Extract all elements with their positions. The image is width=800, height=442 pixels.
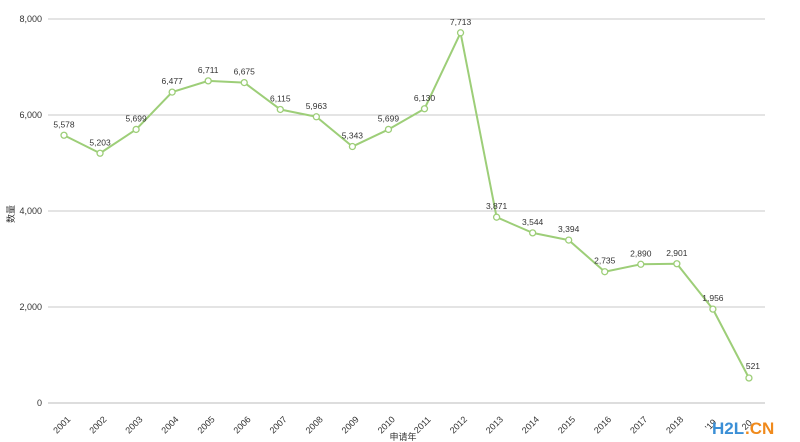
x-tick-label: 2004: [159, 414, 180, 435]
data-label: 2,901: [666, 248, 688, 258]
x-tick-label: 2007: [268, 414, 289, 435]
data-point: [312, 113, 321, 121]
y-tick-label: 6,000: [19, 110, 42, 120]
data-point: [168, 88, 176, 96]
y-tick-label: 0: [37, 398, 42, 408]
data-label: 1,956: [702, 293, 724, 303]
data-point: [529, 229, 537, 237]
x-tick-label: 2017: [628, 414, 649, 435]
data-point: [420, 105, 429, 113]
y-tick-label: 2,000: [19, 302, 42, 312]
x-tick-label: 2006: [232, 414, 253, 435]
data-label: 6,130: [414, 93, 436, 103]
y-axis-ticks: 0 2,000 4,000 6,000 8,000: [19, 14, 42, 408]
watermark-logo: H2L .CN: [712, 419, 774, 438]
data-label: 5,578: [53, 119, 75, 129]
data-point: [384, 125, 393, 134]
data-point: [492, 213, 501, 221]
data-points: [60, 29, 753, 382]
data-point: [745, 374, 753, 382]
grid-lines: [48, 18, 765, 404]
x-tick-label: 2008: [304, 414, 325, 435]
data-point: [709, 305, 717, 313]
x-tick-label: 2003: [123, 414, 144, 435]
data-label: 2,735: [594, 256, 616, 266]
watermark-h2l: H2L: [712, 419, 744, 438]
x-axis-title: 申请年: [389, 431, 416, 442]
data-label: 5,699: [378, 113, 400, 123]
data-label: 6,675: [234, 67, 256, 77]
data-label: 3,544: [522, 217, 544, 227]
data-point: [60, 131, 68, 139]
data-label: 6,115: [270, 93, 291, 103]
data-point: [276, 105, 284, 114]
data-point: [637, 260, 645, 268]
data-point: [456, 29, 465, 37]
data-label: 5,699: [125, 113, 147, 123]
data-point: [348, 142, 357, 151]
x-tick-label: 2009: [340, 414, 361, 435]
data-label: 5,963: [306, 101, 328, 111]
data-label: 6,477: [162, 76, 184, 86]
y-tick-label: 4,000: [19, 206, 42, 216]
data-point: [565, 236, 573, 244]
y-axis-title: 数量: [5, 205, 16, 223]
series-line: [63, 31, 750, 379]
x-tick-label: 2001: [51, 414, 72, 435]
data-point: [204, 77, 212, 85]
data-point: [132, 125, 140, 134]
data-point: [673, 260, 681, 268]
x-tick-label: 2012: [448, 414, 469, 435]
data-labels: 5,578 5,203 5,699 6,477 6,711 6,675 6,115 5,963…: [53, 17, 760, 371]
x-tick-label: 2014: [520, 414, 541, 435]
data-point: [240, 78, 248, 87]
x-tick-label: 2018: [664, 414, 685, 435]
watermark-cn: .CN: [745, 419, 774, 438]
data-point: [601, 268, 609, 276]
data-label: 2,890: [630, 248, 652, 258]
series-line-group: [63, 31, 750, 379]
data-label: 5,343: [342, 131, 364, 141]
data-label: 6,711: [198, 65, 219, 75]
x-tick-label: 2005: [195, 414, 216, 435]
x-tick-label: 2016: [592, 414, 613, 435]
x-tick-label: 2002: [87, 414, 108, 435]
data-label: 521: [746, 361, 760, 371]
x-tick-label: 2013: [484, 414, 505, 435]
data-point: [96, 149, 104, 157]
data-label: 3,871: [486, 201, 508, 211]
data-label: 7,713: [450, 17, 472, 27]
y-tick-label: 8,000: [19, 14, 42, 24]
data-label: 3,394: [558, 224, 580, 234]
x-tick-label: 2015: [556, 414, 577, 435]
data-label: 5,203: [89, 137, 111, 147]
